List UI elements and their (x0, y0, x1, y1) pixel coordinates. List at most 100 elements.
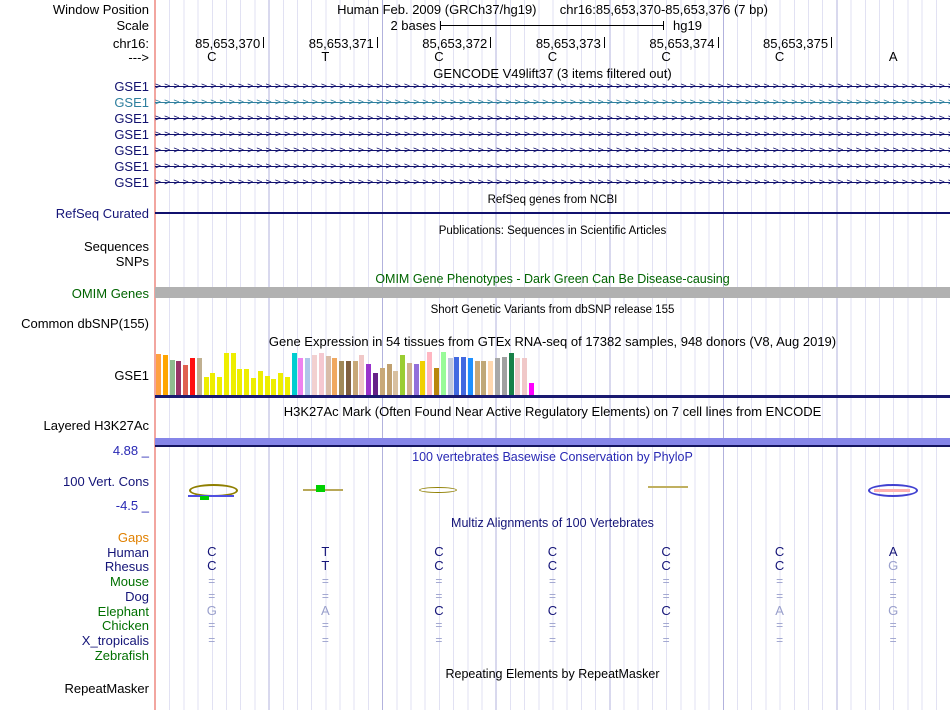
repeatmasker-label[interactable]: RepeatMasker (64, 681, 149, 696)
multiz-aligned-base: = (889, 633, 897, 647)
gencode-transcript-line[interactable]: >>>>>>>>>>>>>>>>>>>>>>>>>>>>>>>>>>>>>>>>… (155, 159, 950, 175)
gtex-tissue-bar[interactable] (271, 379, 277, 395)
gtex-tissue-bar[interactable] (203, 377, 209, 395)
gtex-tissue-bar[interactable] (318, 353, 324, 395)
gtex-tissue-bar[interactable] (332, 358, 338, 395)
gencode-transcript-line[interactable]: >>>>>>>>>>>>>>>>>>>>>>>>>>>>>>>>>>>>>>>>… (155, 95, 950, 111)
gtex-tissue-bar[interactable] (156, 354, 161, 395)
gtex-tissue-bar[interactable] (196, 358, 202, 395)
gtex-gene-label[interactable]: GSE1 (114, 368, 149, 383)
gtex-tissue-bar[interactable] (495, 358, 500, 395)
gtex-tissue-bar[interactable] (400, 355, 406, 395)
gtex-tissue-bar[interactable] (522, 358, 528, 395)
gtex-tissue-bar[interactable] (210, 373, 216, 395)
gencode-transcript-label[interactable]: GSE1 (114, 79, 149, 94)
gtex-tissue-bar[interactable] (176, 361, 182, 395)
gtex-tissue-bar[interactable] (474, 361, 480, 395)
gtex-tissue-bar[interactable] (481, 361, 487, 395)
refseq-gene-line[interactable] (155, 212, 950, 214)
gtex-tissue-bar[interactable] (298, 358, 304, 395)
gtex-tissue-bar[interactable] (325, 356, 331, 395)
strand-label[interactable]: ---> (128, 50, 149, 65)
gtex-tissue-bar[interactable] (237, 369, 243, 395)
gencode-transcript-label[interactable]: GSE1 (114, 127, 149, 142)
conservation-wiggle[interactable] (419, 487, 457, 493)
snps-label[interactable]: SNPs (115, 254, 149, 269)
common-dbsnp-label[interactable]: Common dbSNP(155) (21, 316, 149, 331)
gtex-tissue-bar[interactable] (359, 355, 365, 395)
layered-h3k27ac-label[interactable]: Layered H3K27Ac (43, 418, 149, 433)
gencode-transcript-line[interactable]: >>>>>>>>>>>>>>>>>>>>>>>>>>>>>>>>>>>>>>>>… (155, 175, 950, 191)
multiz-species-label[interactable]: Dog (125, 589, 149, 604)
gtex-tissue-bar[interactable] (501, 357, 507, 395)
gtex-tissue-bar[interactable] (373, 373, 378, 395)
gtex-tissue-bar[interactable] (440, 352, 446, 395)
gtex-tissue-bar[interactable] (345, 361, 351, 395)
omim-gene-bar[interactable] (155, 287, 950, 298)
sequences-label[interactable]: Sequences (83, 239, 149, 254)
conservation-wiggle[interactable] (200, 496, 209, 500)
gtex-tissue-bar[interactable] (291, 353, 297, 395)
gtex-tissue-bar[interactable] (467, 358, 473, 395)
gtex-tissue-bar[interactable] (508, 353, 514, 395)
multiz-species-label[interactable]: Human (107, 545, 149, 560)
gtex-tissue-bar[interactable] (420, 361, 426, 395)
gencode-transcript-line[interactable]: >>>>>>>>>>>>>>>>>>>>>>>>>>>>>>>>>>>>>>>>… (155, 79, 950, 95)
conservation-wiggle[interactable] (648, 486, 688, 488)
gencode-transcript-line[interactable]: >>>>>>>>>>>>>>>>>>>>>>>>>>>>>>>>>>>>>>>>… (155, 143, 950, 159)
gtex-tissue-bar[interactable] (339, 361, 345, 395)
gtex-tissue-bar[interactable] (311, 355, 317, 395)
gtex-tissue-bar[interactable] (223, 353, 229, 395)
gtex-tissue-bar[interactable] (379, 368, 385, 395)
gtex-tissue-bar[interactable] (393, 371, 399, 395)
gtex-tissue-bar[interactable] (406, 363, 412, 395)
gtex-tissue-bar[interactable] (264, 376, 270, 395)
multiz-species-label[interactable]: Zebrafish (94, 648, 149, 663)
gtex-tissue-bar[interactable] (366, 364, 372, 395)
gtex-tissue-bar[interactable] (189, 358, 195, 395)
gtex-tissue-bar[interactable] (427, 352, 433, 395)
gencode-transcript-line[interactable]: >>>>>>>>>>>>>>>>>>>>>>>>>>>>>>>>>>>>>>>>… (155, 127, 950, 143)
gtex-tissue-bar[interactable] (230, 353, 236, 395)
h3k27ac-signal-band[interactable] (155, 438, 950, 447)
gtex-tissue-bar[interactable] (284, 377, 290, 395)
gencode-transcript-label[interactable]: GSE1 (114, 175, 149, 190)
gencode-transcript-label[interactable]: GSE1 (114, 159, 149, 174)
gtex-tissue-bar[interactable] (162, 355, 168, 395)
gtex-tissue-bar[interactable] (278, 373, 283, 395)
gtex-tissue-bar[interactable] (434, 368, 439, 395)
gtex-tissue-bar[interactable] (413, 364, 419, 395)
conservation-wiggle[interactable] (874, 489, 910, 492)
gtex-tissue-bar[interactable] (454, 357, 460, 395)
gtex-tissue-bar[interactable] (515, 358, 521, 395)
gencode-transcript-line[interactable]: >>>>>>>>>>>>>>>>>>>>>>>>>>>>>>>>>>>>>>>>… (155, 111, 950, 127)
conservation-wiggle[interactable] (316, 485, 325, 492)
omim-genes-label[interactable]: OMIM Genes (71, 286, 149, 301)
gtex-tissue-bar[interactable] (461, 357, 467, 395)
gencode-transcript-label[interactable]: GSE1 (114, 95, 149, 110)
gtex-tissue-bar[interactable] (217, 377, 222, 395)
gtex-tissue-bar[interactable] (305, 358, 311, 395)
multiz-species-label[interactable]: Elephant (97, 604, 149, 619)
multiz-species-label[interactable]: Rhesus (104, 559, 149, 574)
gencode-transcript-label[interactable]: GSE1 (114, 143, 149, 158)
conservation-wiggle[interactable] (188, 495, 234, 497)
gtex-tissue-bar[interactable] (447, 358, 453, 395)
gencode-transcript-label[interactable]: GSE1 (114, 111, 149, 126)
gtex-tissue-bar[interactable] (488, 361, 494, 395)
gtex-tissue-bar[interactable] (250, 378, 256, 395)
gtex-tissue-bar[interactable] (528, 383, 534, 395)
gtex-tissue-bar[interactable] (386, 364, 392, 395)
multiz-species-label[interactable]: Chicken (102, 618, 149, 633)
vert-cons-label[interactable]: 100 Vert. Cons (63, 474, 149, 489)
gtex-tissue-bar[interactable] (169, 360, 175, 395)
conservation-wiggle[interactable] (868, 484, 918, 497)
multiz-species-label[interactable]: Gaps (117, 530, 149, 545)
gtex-tissue-bar[interactable] (183, 365, 189, 395)
gtex-tissue-bar[interactable] (352, 361, 358, 395)
refseq-curated-label[interactable]: RefSeq Curated (55, 206, 149, 221)
multiz-species-label[interactable]: X_tropicalis (81, 633, 149, 648)
gtex-tissue-bar[interactable] (257, 371, 263, 395)
gtex-tissue-bar[interactable] (244, 369, 250, 395)
multiz-species-label[interactable]: Mouse (109, 574, 149, 589)
